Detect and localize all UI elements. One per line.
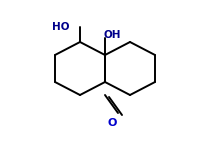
Text: O: O bbox=[108, 118, 117, 128]
Text: HO: HO bbox=[52, 22, 69, 32]
Text: OH: OH bbox=[103, 30, 120, 40]
